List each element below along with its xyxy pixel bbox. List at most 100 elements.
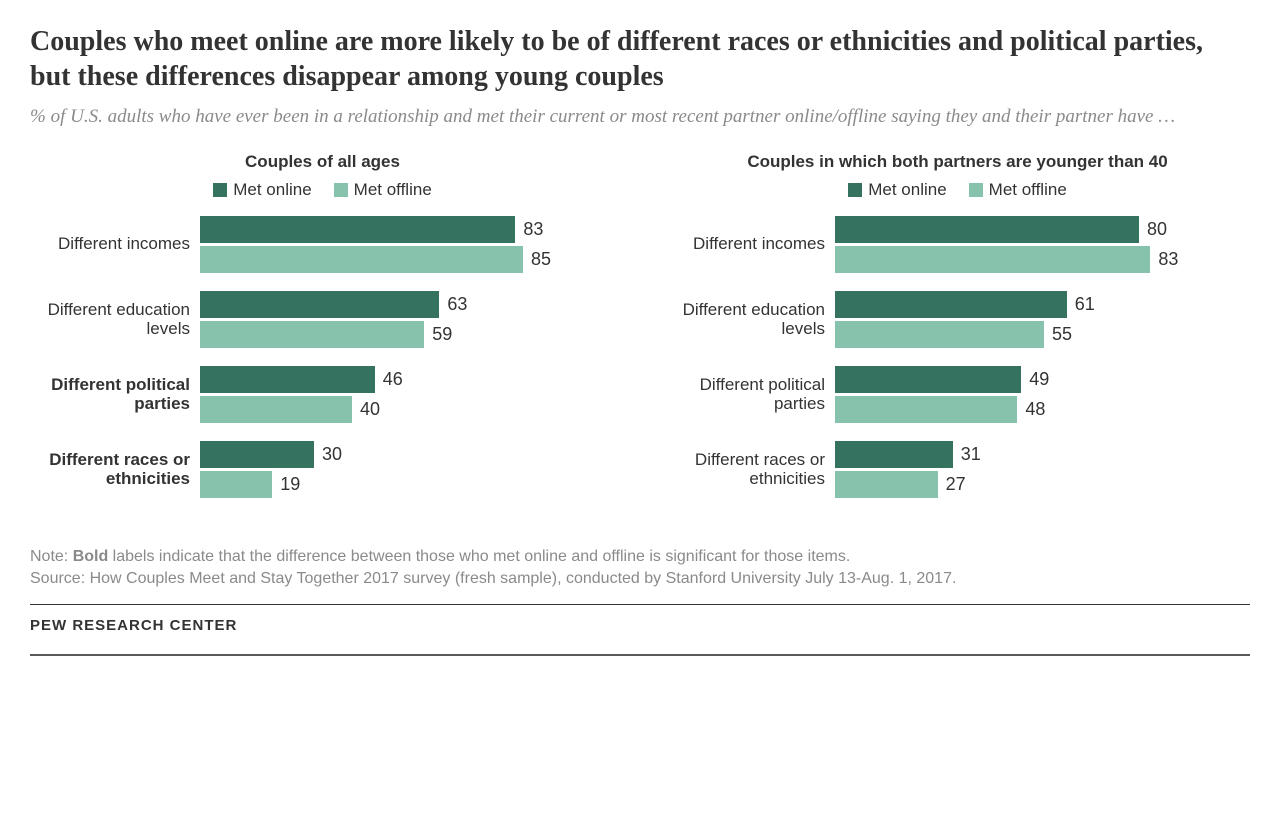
source-text: Source: How Couples Meet and Stay Togeth… (30, 570, 956, 587)
bar-online: 30 (200, 441, 615, 468)
bottom-divider (30, 654, 1250, 656)
bar-rect (200, 216, 515, 243)
legend-item-online: Met online (213, 180, 311, 200)
bar-value: 19 (280, 474, 300, 495)
legend: Met online Met offline (665, 180, 1250, 200)
bars-cell: 8083 (835, 216, 1250, 273)
category-label: Different political parties (665, 366, 835, 422)
bar-value: 46 (383, 369, 403, 390)
bar-group: Different races or ethnicities 30 19 (30, 441, 615, 498)
bar-value: 85 (531, 249, 551, 270)
bar-value: 83 (1158, 249, 1178, 270)
bars-cell: 3127 (835, 441, 1250, 498)
bar-offline: 55 (835, 321, 1250, 348)
category-label: Different education levels (665, 291, 835, 347)
legend-label-offline: Met offline (989, 180, 1067, 200)
bar-offline: 19 (200, 471, 615, 498)
category-label: Different political parties (30, 366, 200, 422)
bars-cell: 6359 (200, 291, 615, 348)
bar-group: Different political parties4948 (665, 366, 1250, 423)
note-text: Note: Bold labels indicate that the diff… (30, 546, 1250, 591)
bar-value: 48 (1025, 399, 1045, 420)
legend-label-online: Met online (233, 180, 311, 200)
bar-online: 80 (835, 216, 1250, 243)
bar-rect (835, 216, 1139, 243)
legend-item-online: Met online (848, 180, 946, 200)
swatch-online (848, 183, 862, 197)
bar-value: 27 (946, 474, 966, 495)
bar-rect (835, 366, 1021, 393)
note-bold-word: Bold (73, 548, 109, 565)
panels-container: Couples of all ages Met online Met offli… (30, 152, 1250, 516)
bar-rect (835, 246, 1150, 273)
bar-rect (200, 246, 523, 273)
bar-value: 55 (1052, 324, 1072, 345)
bar-value: 49 (1029, 369, 1049, 390)
bar-online: 49 (835, 366, 1250, 393)
panel-under-40: Couples in which both partners are young… (665, 152, 1250, 516)
bar-value: 61 (1075, 294, 1095, 315)
bar-rect (200, 396, 352, 423)
bar-groups: Different incomes8083Different education… (665, 216, 1250, 498)
bar-rect (835, 441, 953, 468)
bar-offline: 40 (200, 396, 615, 423)
bars-cell: 4948 (835, 366, 1250, 423)
note-prefix: Note: (30, 548, 73, 565)
bar-value: 31 (961, 444, 981, 465)
bar-rect (200, 441, 314, 468)
bar-online: 31 (835, 441, 1250, 468)
bars-cell: 8385 (200, 216, 615, 273)
swatch-online (213, 183, 227, 197)
bars-cell: 4640 (200, 366, 615, 423)
org-name: PEW RESEARCH CENTER (30, 617, 1250, 634)
bar-group: Different education levels6155 (665, 291, 1250, 348)
chart-subtitle: % of U.S. adults who have ever been in a… (30, 104, 1250, 130)
bar-online: 46 (200, 366, 615, 393)
panel-title: Couples in which both partners are young… (665, 152, 1250, 172)
bar-rect (835, 396, 1017, 423)
legend-label-online: Met online (868, 180, 946, 200)
bar-rect (200, 291, 439, 318)
bar-offline: 27 (835, 471, 1250, 498)
legend: Met online Met offline (30, 180, 615, 200)
category-label: Different education levels (30, 291, 200, 347)
bar-value: 83 (523, 219, 543, 240)
category-label: Different races or ethnicities (665, 441, 835, 497)
note-rest: labels indicate that the difference betw… (108, 548, 850, 565)
panel-title: Couples of all ages (30, 152, 615, 172)
bar-value: 80 (1147, 219, 1167, 240)
bars-cell: 6155 (835, 291, 1250, 348)
bar-online: 63 (200, 291, 615, 318)
legend-item-offline: Met offline (969, 180, 1067, 200)
swatch-offline (334, 183, 348, 197)
bar-rect (200, 471, 272, 498)
bars-cell: 30 19 (200, 441, 615, 498)
bar-value: 63 (447, 294, 467, 315)
bar-offline: 83 (835, 246, 1250, 273)
bar-groups: Different incomes8385Different education… (30, 216, 615, 498)
bar-group: Different incomes8083 (665, 216, 1250, 273)
bar-value: 59 (432, 324, 452, 345)
bar-online: 83 (200, 216, 615, 243)
legend-item-offline: Met offline (334, 180, 432, 200)
bar-group: Different political parties4640 (30, 366, 615, 423)
bar-group: Different education levels6359 (30, 291, 615, 348)
bar-offline: 48 (835, 396, 1250, 423)
divider (30, 604, 1250, 605)
bar-rect (835, 471, 938, 498)
bar-value: 40 (360, 399, 380, 420)
bar-rect (835, 291, 1067, 318)
swatch-offline (969, 183, 983, 197)
category-label: Different races or ethnicities (30, 441, 200, 497)
category-label: Different incomes (30, 216, 200, 272)
bar-value: 30 (322, 444, 342, 465)
bar-rect (835, 321, 1044, 348)
chart-title: Couples who meet online are more likely … (30, 24, 1250, 94)
panel-all-ages: Couples of all ages Met online Met offli… (30, 152, 615, 516)
legend-label-offline: Met offline (354, 180, 432, 200)
category-label: Different incomes (665, 216, 835, 272)
bar-rect (200, 366, 375, 393)
bar-rect (200, 321, 424, 348)
bar-online: 61 (835, 291, 1250, 318)
bar-group: Different races or ethnicities3127 (665, 441, 1250, 498)
